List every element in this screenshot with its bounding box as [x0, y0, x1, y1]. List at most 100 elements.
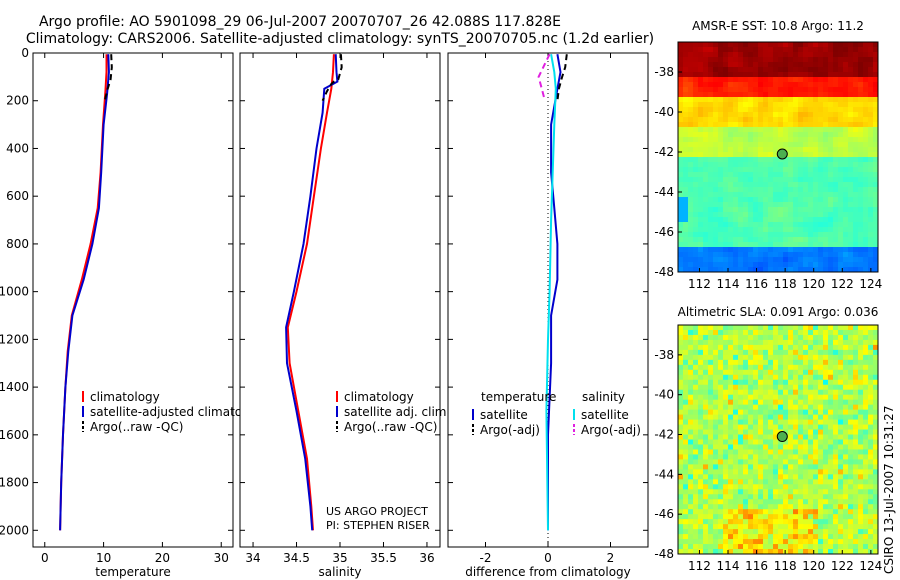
sst_map-cell	[873, 142, 879, 148]
sla_map-cell	[823, 399, 829, 406]
sst_map-cell	[798, 42, 804, 48]
sla_map-cell	[728, 519, 734, 525]
sst_map-cell	[833, 132, 839, 138]
sst_map-cell	[748, 167, 754, 173]
sst_map-cell	[863, 82, 869, 88]
sst_map-cell	[858, 97, 864, 103]
sla_map-cell	[758, 489, 764, 495]
sst_map-cell	[718, 47, 724, 53]
sla_map-cell	[718, 369, 724, 376]
sst_map-cell	[813, 267, 819, 273]
sla_map-cell	[748, 414, 754, 420]
sst_map-cell	[853, 242, 859, 248]
sst_map-cell	[718, 82, 724, 88]
sla_map-cell	[698, 519, 704, 525]
sla_map-cell	[808, 499, 814, 505]
sst_map-cell	[798, 157, 804, 163]
sst_map-cell	[768, 172, 774, 178]
sla_map-cell	[678, 469, 684, 475]
sla_map-cell	[758, 344, 764, 351]
sst_map-cell	[703, 67, 709, 73]
sla_map-cell	[748, 419, 754, 425]
sst_map-cell	[798, 47, 804, 53]
sla_map-cell	[858, 325, 864, 331]
sst_map-cell	[763, 242, 769, 248]
sla_map-cell	[743, 454, 749, 460]
sst_map-cell	[688, 177, 694, 183]
sst_map-cell	[868, 42, 874, 48]
sla_map-cell	[778, 384, 784, 391]
sla_map-cell	[828, 524, 834, 530]
sst_map-cell	[813, 172, 819, 178]
sst_map-cell	[828, 42, 834, 48]
sla_map-cell	[683, 389, 689, 396]
sla_map-cell	[808, 489, 814, 495]
sst_map-cell	[868, 62, 874, 68]
sla_map-cell	[838, 459, 844, 465]
sst_map-cell	[818, 77, 824, 83]
sla_map-cell	[783, 544, 789, 550]
sst_map-cell	[838, 187, 844, 193]
sst_map-cell	[873, 227, 879, 233]
sst_map-cell	[848, 267, 854, 273]
sla_map-cell	[778, 509, 784, 515]
sla_map-cell	[743, 434, 749, 440]
sla_map-cell	[753, 464, 759, 470]
sst_map-cell	[733, 172, 739, 178]
sst_map-cell	[688, 142, 694, 148]
sst_map-cell	[793, 212, 799, 218]
sst_map-cell	[788, 77, 794, 83]
sla_map-cell	[728, 369, 734, 376]
sla_map-cell	[703, 409, 709, 416]
sst_map-cell	[813, 152, 819, 158]
sla_map-cell	[803, 369, 809, 376]
temperature-xtick-label: 30	[214, 551, 229, 565]
sla_map-cell	[783, 325, 789, 331]
sst_map-cell	[763, 192, 769, 198]
sst_map-cell	[843, 72, 849, 78]
sst_map-cell	[863, 117, 869, 123]
sst_map-cell	[803, 207, 809, 213]
sst_map-cell	[813, 142, 819, 148]
sla_map-cell	[838, 474, 844, 480]
sla_map-cell	[768, 514, 774, 520]
sla_map-cell	[678, 474, 684, 480]
sla_map-cell	[718, 504, 724, 510]
sla_map-cell	[758, 519, 764, 525]
sst_map-cell	[833, 197, 839, 203]
sla_map-cell	[678, 339, 684, 346]
sst_map-cell	[773, 157, 779, 163]
sst_map-cell	[868, 132, 874, 138]
sst_map-cell	[808, 52, 814, 58]
sla_map-cell	[783, 494, 789, 500]
sla_map-cell	[693, 439, 699, 445]
sla_map-cell	[748, 374, 754, 381]
sst_map-cell	[838, 137, 844, 143]
sla_map-cell	[733, 489, 739, 495]
sla_map-cell	[858, 334, 864, 341]
sla_map-cell	[753, 524, 759, 530]
sst_map-cell	[723, 117, 729, 123]
sst_map-cell	[823, 102, 829, 108]
sla_map-cell	[718, 444, 724, 450]
sla_map-cell	[718, 344, 724, 351]
sst_map-cell	[783, 237, 789, 243]
sla_map-argo-marker	[776, 431, 788, 443]
sla_map-cell	[723, 329, 729, 336]
sst_map-cell	[688, 162, 694, 168]
sst_map-cell	[728, 122, 734, 128]
sst_map-cell	[823, 227, 829, 233]
sla_map-cell	[833, 439, 839, 445]
sla_map-cell	[738, 374, 744, 381]
sla_map-cell	[748, 454, 754, 460]
sla_map-cell	[828, 514, 834, 520]
sst_map-cell	[758, 172, 764, 178]
sst_map-cell	[863, 57, 869, 63]
sst_map-cell	[823, 262, 829, 268]
sla_map-cell	[853, 419, 859, 425]
sla_map-cell	[678, 524, 684, 530]
sst_map-cell	[688, 207, 694, 213]
sla_map-cell	[863, 464, 869, 470]
sst_map-cell	[873, 192, 879, 198]
sla_map-cell	[843, 524, 849, 530]
